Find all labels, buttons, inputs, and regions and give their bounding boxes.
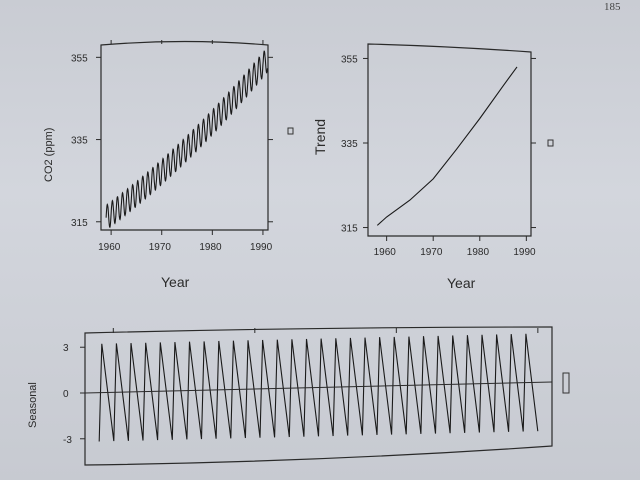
co2-x-tick-label-0: 1960 (98, 242, 121, 253)
co2-y-tick-label-0: 315 (71, 218, 88, 229)
seasonal-panel-marker (562, 372, 570, 394)
seasonal-y-tick-label-2: -3 (63, 435, 72, 446)
co2-panel-marker (287, 127, 294, 135)
co2-series-line (105, 50, 268, 229)
trend-series-line (376, 66, 518, 226)
seasonal-axis-ticks: 3 0 -3 (63, 328, 539, 446)
page-number: 185 (604, 1, 621, 13)
seasonal-series-line (98, 333, 539, 442)
trend-chart: 1960 1970 1980 1990 315 335 355 Year Trend (312, 43, 554, 291)
trend-plot-frame (367, 43, 532, 237)
seasonal-chart: 3 0 -3 Seasonal (27, 326, 570, 466)
trend-y-tick-label-0: 315 (341, 224, 358, 235)
trend-x-tick-label-2: 1980 (467, 247, 490, 258)
co2-y-tick-label-2: 355 (71, 53, 88, 64)
seasonal-y-tick-label-1: 0 (63, 389, 69, 400)
co2-chart: 1960 1970 1980 1990 315 335 355 Year CO2 (ppm) (43, 40, 294, 290)
co2-y-tick-label-1: 335 (71, 136, 88, 147)
trend-x-axis-title: Year (447, 275, 476, 291)
seasonal-y-axis-title: Seasonal (27, 382, 39, 428)
co2-axis-ticks: 1960 1970 1980 1990 315 335 355 (71, 40, 273, 253)
seasonal-zero-line (84, 381, 553, 394)
co2-x-tick-label-2: 1980 (199, 242, 222, 253)
trend-x-tick-label-0: 1960 (374, 247, 397, 258)
co2-x-axis-title: Year (161, 274, 190, 290)
trend-y-tick-label-2: 355 (341, 54, 358, 65)
seasonal-y-tick-label-0: 3 (63, 343, 69, 354)
trend-panel-marker (547, 139, 554, 147)
co2-plot-frame (100, 40, 269, 231)
trend-x-tick-label-1: 1970 (420, 247, 443, 258)
co2-x-tick-label-1: 1970 (149, 242, 172, 253)
trend-y-tick-label-1: 335 (341, 139, 358, 150)
trend-axis-ticks: 1960 1970 1980 1990 315 335 355 (341, 54, 536, 258)
co2-x-tick-label-3: 1990 (250, 242, 273, 253)
trend-y-axis-title: Trend (312, 119, 328, 155)
co2-y-axis-title: CO2 (ppm) (43, 128, 55, 182)
seasonal-plot-frame (84, 326, 553, 466)
trend-x-tick-label-3: 1990 (513, 247, 536, 258)
